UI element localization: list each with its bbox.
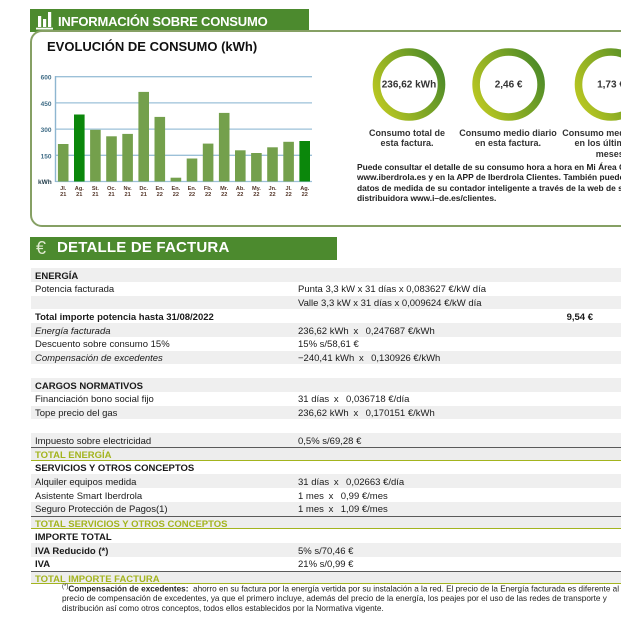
svg-text:22: 22	[221, 192, 227, 198]
svg-text:22: 22	[237, 192, 243, 198]
svg-text:21: 21	[141, 192, 147, 198]
svg-text:236,62 kWh: 236,62 kWh	[382, 80, 436, 91]
svg-text:22: 22	[269, 192, 275, 198]
svg-text:En.: En.	[172, 186, 181, 192]
svg-text:St.: St.	[92, 186, 100, 192]
svg-text:600: 600	[41, 75, 52, 82]
svg-text:Dc.: Dc.	[139, 186, 148, 192]
svg-text:Nv.: Nv.	[123, 186, 132, 192]
svg-text:22: 22	[189, 192, 195, 198]
svg-text:Jl.: Jl.	[285, 186, 292, 192]
svg-text:21: 21	[92, 192, 98, 198]
svg-text:My.: My.	[252, 186, 261, 192]
svg-text:Mr.: Mr.	[220, 186, 229, 192]
svg-text:En.: En.	[155, 186, 164, 192]
svg-text:Fb.: Fb.	[204, 186, 213, 192]
svg-text:21: 21	[76, 192, 82, 198]
svg-text:kWh: kWh	[38, 179, 52, 186]
svg-text:Jl.: Jl.	[60, 186, 67, 192]
svg-text:22: 22	[285, 192, 291, 198]
svg-text:2,46 €: 2,46 €	[495, 80, 523, 91]
svg-text:300: 300	[41, 127, 52, 134]
svg-text:Ag.: Ag.	[300, 186, 309, 192]
svg-text:En.: En.	[188, 186, 197, 192]
svg-text:21: 21	[108, 192, 114, 198]
svg-text:22: 22	[302, 192, 308, 198]
svg-text:22: 22	[173, 192, 179, 198]
svg-text:Ag.: Ag.	[75, 186, 84, 192]
svg-text:22: 22	[205, 192, 211, 198]
svg-text:Ab.: Ab.	[236, 186, 245, 192]
svg-text:450: 450	[41, 101, 52, 108]
svg-text:21: 21	[124, 192, 130, 198]
svg-text:150: 150	[41, 153, 52, 160]
svg-text:22: 22	[157, 192, 163, 198]
svg-text:21: 21	[60, 192, 66, 198]
svg-text:1,73 €: 1,73 €	[597, 80, 621, 91]
svg-text:Jn.: Jn.	[268, 186, 277, 192]
svg-text:Oc.: Oc.	[107, 186, 116, 192]
svg-text:22: 22	[253, 192, 259, 198]
